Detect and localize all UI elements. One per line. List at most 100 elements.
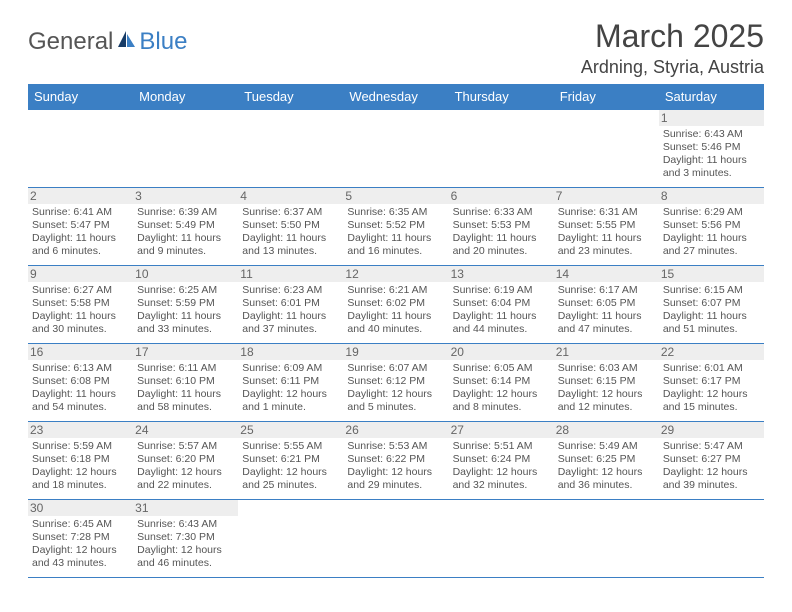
day-details: Sunrise: 5:53 AMSunset: 6:22 PMDaylight:… — [347, 440, 444, 493]
day-details: Sunrise: 6:09 AMSunset: 6:11 PMDaylight:… — [242, 362, 339, 415]
calendar-day-cell: 6Sunrise: 6:33 AMSunset: 5:53 PMDaylight… — [449, 188, 554, 266]
day-details: Sunrise: 6:25 AMSunset: 5:59 PMDaylight:… — [137, 284, 234, 337]
day-number: 13 — [449, 266, 554, 282]
calendar-week-row: 23Sunrise: 5:59 AMSunset: 6:18 PMDayligh… — [28, 422, 764, 500]
day-details: Sunrise: 6:07 AMSunset: 6:12 PMDaylight:… — [347, 362, 444, 415]
calendar-day-cell: 8Sunrise: 6:29 AMSunset: 5:56 PMDaylight… — [659, 188, 764, 266]
calendar-day-cell — [238, 110, 343, 188]
calendar-day-cell: 1 Sunrise: 6:43 AMSunset: 5:46 PMDaylight… — [659, 110, 764, 188]
day-details: Sunrise: 6:31 AMSunset: 5:55 PMDaylight:… — [558, 206, 655, 259]
day-details: Sunrise: 6:23 AMSunset: 6:01 PMDaylight:… — [242, 284, 339, 337]
day-number: 17 — [133, 344, 238, 360]
calendar-day-cell — [28, 110, 133, 188]
calendar-day-cell: 19 Sunrise: 6:07 AMSunset: 6:12 PMDayligh… — [343, 344, 448, 422]
day-details: Sunrise: 6:41 AMSunset: 5:47 PMDaylight:… — [32, 206, 129, 259]
day-number: 18 — [238, 344, 343, 360]
calendar-day-cell — [449, 500, 554, 578]
day-number: 15 — [659, 266, 764, 282]
day-number: 4 — [238, 188, 343, 204]
day-number: 16 — [28, 344, 133, 360]
page-title: March 2025 — [581, 18, 764, 55]
day-details: Sunrise: 6:43 AMSunset: 5:46 PMDaylight:… — [663, 128, 760, 181]
day-number: 3 — [133, 188, 238, 204]
title-block: March 2025 Ardning, Styria, Austria — [581, 18, 764, 78]
calendar-day-cell: 25Sunrise: 5:55 AMSunset: 6:21 PMDayligh… — [238, 422, 343, 500]
calendar-day-cell — [449, 110, 554, 188]
col-saturday: Saturday — [659, 84, 764, 110]
calendar-day-cell — [554, 500, 659, 578]
day-details: Sunrise: 6:43 AMSunset: 7:30 PMDaylight:… — [137, 518, 234, 571]
calendar-day-cell: 15 Sunrise: 6:15 AMSunset: 6:07 PMDayligh… — [659, 266, 764, 344]
day-number: 23 — [28, 422, 133, 438]
day-details: Sunrise: 6:13 AMSunset: 6:08 PMDaylight:… — [32, 362, 129, 415]
day-number: 26 — [343, 422, 448, 438]
calendar-day-cell: 4 Sunrise: 6:37 AMSunset: 5:50 PMDaylight… — [238, 188, 343, 266]
day-details: Sunrise: 5:49 AMSunset: 6:25 PMDaylight:… — [558, 440, 655, 493]
day-number: 20 — [449, 344, 554, 360]
day-number: 29 — [659, 422, 764, 438]
calendar-day-cell: 12 Sunrise: 6:21 AMSunset: 6:02 PMDayligh… — [343, 266, 448, 344]
day-number: 8 — [659, 188, 764, 204]
day-number: 11 — [238, 266, 343, 282]
calendar-day-cell: 11 Sunrise: 6:23 AMSunset: 6:01 PMDayligh… — [238, 266, 343, 344]
calendar-week-row: 1 Sunrise: 6:43 AMSunset: 5:46 PMDaylight… — [28, 110, 764, 188]
calendar-day-cell: 20Sunrise: 6:05 AMSunset: 6:14 PMDayligh… — [449, 344, 554, 422]
day-number: 25 — [238, 422, 343, 438]
calendar-day-cell — [659, 500, 764, 578]
day-number: 1 — [659, 110, 764, 126]
day-details: Sunrise: 6:45 AMSunset: 7:28 PMDaylight:… — [32, 518, 129, 571]
calendar-day-cell — [238, 500, 343, 578]
day-number: 24 — [133, 422, 238, 438]
day-details: Sunrise: 6:01 AMSunset: 6:17 PMDaylight:… — [663, 362, 760, 415]
calendar-day-cell: 10Sunrise: 6:25 AMSunset: 5:59 PMDayligh… — [133, 266, 238, 344]
day-number: 2 — [28, 188, 133, 204]
day-number: 14 — [554, 266, 659, 282]
calendar-day-cell: 17 Sunrise: 6:11 AMSunset: 6:10 PMDayligh… — [133, 344, 238, 422]
calendar-day-cell: 26 Sunrise: 5:53 AMSunset: 6:22 PMDayligh… — [343, 422, 448, 500]
day-number: 7 — [554, 188, 659, 204]
calendar-week-row: 2 Sunrise: 6:41 AMSunset: 5:47 PMDaylight… — [28, 188, 764, 266]
calendar-day-cell: 22 Sunrise: 6:01 AMSunset: 6:17 PMDayligh… — [659, 344, 764, 422]
calendar-day-cell: 30 Sunrise: 6:45 AMSunset: 7:28 PMDayligh… — [28, 500, 133, 578]
day-details: Sunrise: 5:47 AMSunset: 6:27 PMDaylight:… — [663, 440, 760, 493]
weekday-header-row: Sunday Monday Tuesday Wednesday Thursday… — [28, 84, 764, 110]
calendar-table: Sunday Monday Tuesday Wednesday Thursday… — [28, 84, 764, 578]
calendar-week-row: 16 Sunrise: 6:13 AMSunset: 6:08 PMDayligh… — [28, 344, 764, 422]
day-details: Sunrise: 5:57 AMSunset: 6:20 PMDaylight:… — [137, 440, 234, 493]
calendar-day-cell — [133, 110, 238, 188]
brand-name-main: General — [28, 28, 113, 56]
day-details: Sunrise: 6:27 AMSunset: 5:58 PMDaylight:… — [32, 284, 129, 337]
calendar-day-cell: 5 Sunrise: 6:35 AMSunset: 5:52 PMDaylight… — [343, 188, 448, 266]
day-number: 5 — [343, 188, 448, 204]
day-details: Sunrise: 5:51 AMSunset: 6:24 PMDaylight:… — [453, 440, 550, 493]
calendar-day-cell: 14Sunrise: 6:17 AMSunset: 6:05 PMDayligh… — [554, 266, 659, 344]
day-details: Sunrise: 6:21 AMSunset: 6:02 PMDaylight:… — [347, 284, 444, 337]
day-details: Sunrise: 6:11 AMSunset: 6:10 PMDaylight:… — [137, 362, 234, 415]
calendar-week-row: 30 Sunrise: 6:45 AMSunset: 7:28 PMDayligh… — [28, 500, 764, 578]
day-number: 12 — [343, 266, 448, 282]
day-number: 19 — [343, 344, 448, 360]
col-monday: Monday — [133, 84, 238, 110]
col-wednesday: Wednesday — [343, 84, 448, 110]
col-sunday: Sunday — [28, 84, 133, 110]
day-details: Sunrise: 6:15 AMSunset: 6:07 PMDaylight:… — [663, 284, 760, 337]
calendar-day-cell: 2 Sunrise: 6:41 AMSunset: 5:47 PMDaylight… — [28, 188, 133, 266]
calendar-day-cell: 29 Sunrise: 5:47 AMSunset: 6:27 PMDayligh… — [659, 422, 764, 500]
day-number: 28 — [554, 422, 659, 438]
day-details: Sunrise: 6:39 AMSunset: 5:49 PMDaylight:… — [137, 206, 234, 259]
col-tuesday: Tuesday — [238, 84, 343, 110]
calendar-day-cell: 21Sunrise: 6:03 AMSunset: 6:15 PMDayligh… — [554, 344, 659, 422]
day-number: 30 — [28, 500, 133, 516]
day-details: Sunrise: 6:37 AMSunset: 5:50 PMDaylight:… — [242, 206, 339, 259]
calendar-day-cell: 23Sunrise: 5:59 AMSunset: 6:18 PMDayligh… — [28, 422, 133, 500]
day-number: 31 — [133, 500, 238, 516]
calendar-week-row: 9Sunrise: 6:27 AMSunset: 5:58 PMDaylight… — [28, 266, 764, 344]
col-thursday: Thursday — [449, 84, 554, 110]
calendar-day-cell: 18 Sunrise: 6:09 AMSunset: 6:11 PMDayligh… — [238, 344, 343, 422]
day-number: 22 — [659, 344, 764, 360]
day-details: Sunrise: 6:35 AMSunset: 5:52 PMDaylight:… — [347, 206, 444, 259]
col-friday: Friday — [554, 84, 659, 110]
day-details: Sunrise: 6:33 AMSunset: 5:53 PMDaylight:… — [453, 206, 550, 259]
sail-icon — [115, 29, 137, 56]
calendar-day-cell: 9Sunrise: 6:27 AMSunset: 5:58 PMDaylight… — [28, 266, 133, 344]
